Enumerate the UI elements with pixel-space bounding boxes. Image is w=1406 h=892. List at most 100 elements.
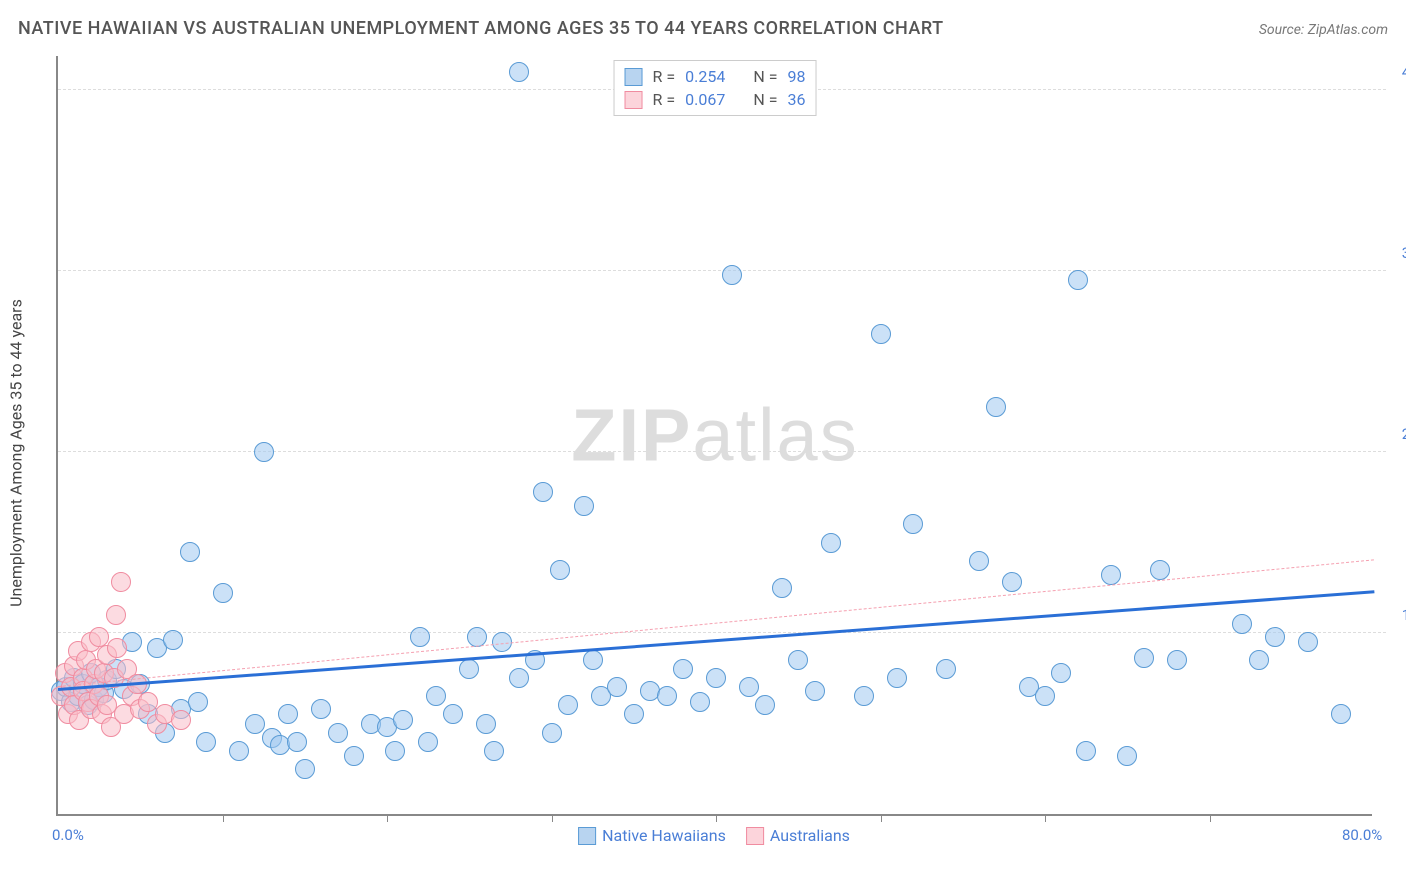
data-point: [171, 710, 191, 730]
stats-row: R = 0.254 N = 98: [625, 65, 806, 88]
data-point: [706, 668, 726, 688]
data-point: [328, 723, 348, 743]
chart-title: NATIVE HAWAIIAN VS AUSTRALIAN UNEMPLOYME…: [18, 18, 944, 39]
data-point: [1068, 270, 1088, 290]
legend-swatch: [625, 91, 643, 109]
data-point: [106, 605, 126, 625]
data-point: [542, 723, 562, 743]
data-point: [254, 442, 274, 462]
data-point: [111, 572, 131, 592]
legend-swatch: [625, 68, 643, 86]
data-point: [986, 397, 1006, 417]
legend-swatch: [746, 827, 764, 845]
data-point: [1249, 650, 1269, 670]
data-point: [311, 699, 331, 719]
data-point: [1101, 565, 1121, 585]
data-point: [287, 732, 307, 752]
data-point: [229, 741, 249, 761]
data-point: [426, 686, 446, 706]
data-point: [558, 695, 578, 715]
data-point: [755, 695, 775, 715]
data-point: [772, 578, 792, 598]
data-point: [163, 630, 183, 650]
data-point: [443, 704, 463, 724]
data-point: [1265, 627, 1285, 647]
data-point: [393, 710, 413, 730]
data-point: [871, 324, 891, 344]
data-point: [550, 560, 570, 580]
data-point: [1134, 648, 1154, 668]
data-point: [188, 692, 208, 712]
data-point: [245, 714, 265, 734]
data-point: [821, 533, 841, 553]
y-tick-label: 30.0%: [1402, 244, 1406, 262]
data-point: [344, 746, 364, 766]
stat-r-value: 0.254: [685, 67, 725, 86]
data-point: [180, 542, 200, 562]
data-point: [418, 732, 438, 752]
data-point: [673, 659, 693, 679]
data-point: [1002, 572, 1022, 592]
stats-legend-box: R = 0.254 N = 98 R =0.067N =36: [614, 60, 817, 116]
data-point: [1331, 704, 1351, 724]
y-axis-label: Unemployment Among Ages 35 to 44 years: [7, 299, 26, 607]
data-point: [410, 627, 430, 647]
y-tick-label: 40.0%: [1402, 63, 1406, 81]
data-point: [936, 659, 956, 679]
source-attribution: Source: ZipAtlas.com: [1259, 22, 1388, 38]
data-point: [887, 668, 907, 688]
data-point: [476, 714, 496, 734]
series-legend: Native Hawaiians Australians: [578, 826, 850, 845]
legend-item: Native Hawaiians: [578, 826, 726, 845]
y-tick-label: 10.0%: [1402, 606, 1406, 624]
data-point: [1117, 746, 1137, 766]
data-point: [739, 677, 759, 697]
data-point: [903, 514, 923, 534]
x-tick: [223, 814, 224, 822]
data-point: [509, 668, 529, 688]
x-tick: [881, 814, 882, 822]
stat-r-value: 0.067: [685, 90, 725, 109]
stat-n-value: 98: [787, 67, 805, 86]
watermark: ZIPatlas: [571, 393, 858, 478]
data-point: [278, 704, 298, 724]
data-point: [690, 692, 710, 712]
gridline-horizontal: [58, 632, 1386, 633]
data-point: [969, 551, 989, 571]
legend-swatch: [578, 827, 596, 845]
data-point: [583, 650, 603, 670]
data-point: [295, 759, 315, 779]
x-tick-label: 0.0%: [52, 826, 84, 844]
data-point: [1232, 614, 1252, 634]
data-point: [1076, 741, 1096, 761]
legend-label: Australians: [770, 826, 850, 845]
stat-n-value: 36: [787, 90, 805, 109]
data-point: [196, 732, 216, 752]
plot-area: ZIPatlas R =0.254N =98R =0.067N =36 10.0…: [56, 56, 1372, 816]
data-point: [533, 482, 553, 502]
data-point: [607, 677, 627, 697]
data-point: [385, 741, 405, 761]
x-tick: [387, 814, 388, 822]
data-point: [1167, 650, 1187, 670]
x-tick: [1045, 814, 1046, 822]
data-point: [1035, 686, 1055, 706]
data-point: [1298, 632, 1318, 652]
data-point: [1051, 663, 1071, 683]
stats-row: R =0.067N =36: [625, 88, 806, 111]
data-point: [624, 704, 644, 724]
data-point: [1150, 560, 1170, 580]
data-point: [89, 627, 109, 647]
data-point: [509, 62, 529, 82]
data-point: [722, 265, 742, 285]
stat-n-label: N =: [753, 67, 777, 86]
data-point: [854, 686, 874, 706]
data-point: [213, 583, 233, 603]
data-point: [574, 496, 594, 516]
x-tick-label: 80.0%: [1342, 826, 1382, 844]
legend-label: Native Hawaiians: [602, 826, 726, 845]
x-tick: [1210, 814, 1211, 822]
x-tick: [552, 814, 553, 822]
stat-r-label: R =: [653, 67, 676, 86]
data-point: [657, 686, 677, 706]
